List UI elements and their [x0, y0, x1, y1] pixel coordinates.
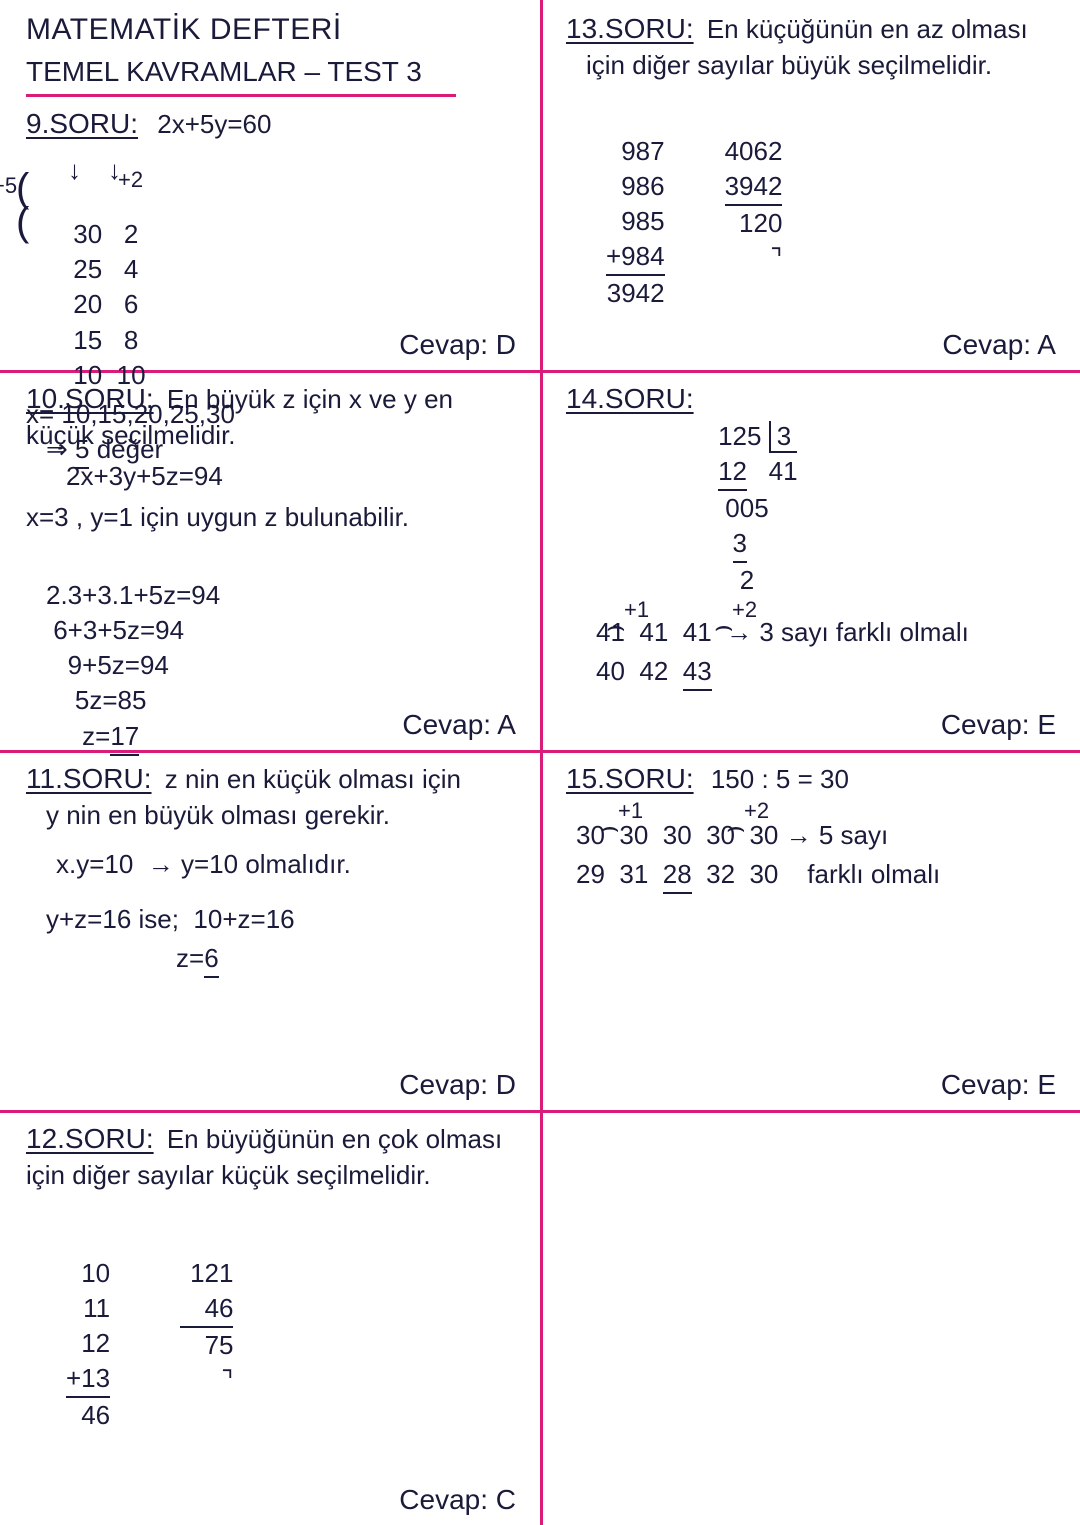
q10-cond: x=3 , y=1 için uygun z bulunabilir. — [26, 500, 522, 535]
q9-x3: 15 — [73, 325, 102, 355]
q14-row1: 41 41 41 → 3 sayı farklı olmalı — [596, 615, 1062, 650]
q12-sum1: 46 — [81, 1400, 110, 1430]
cell-q10: 10.SORU: En büyük z için x ve y en küçük… — [0, 370, 540, 750]
q10-s3: 5z=85 — [46, 685, 146, 715]
q10-eq: 2x+3y+5z=94 — [26, 459, 522, 494]
q9-y3: 8 — [124, 325, 138, 355]
title-underline — [26, 94, 456, 97]
q15-answer: Cevap: E — [941, 1066, 1056, 1104]
q11-label: 11.SORU: — [26, 763, 152, 794]
q13-line1: En küçüğünün en az olması — [707, 14, 1028, 44]
q9-label: 9.SORU: — [26, 108, 138, 139]
q13-body: 13.SORU: En küçüğünün en az olması için … — [566, 10, 1062, 311]
q14-answer: Cevap: E — [941, 706, 1056, 744]
q12-mark: ⌝ — [221, 1365, 233, 1395]
q13-col2: 4062 3942 120 ⌝ — [725, 99, 783, 312]
q13-b1: 3942 — [725, 169, 783, 206]
q14-lstep: +1 — [624, 595, 649, 625]
q11-eq1: x.y=10 → y=10 olmalıdır. — [56, 847, 522, 882]
q9-leftstep: −5 — [0, 171, 17, 201]
cell-q11: 11.SORU: z nin en küçük olması için y ni… — [0, 750, 540, 1110]
q13-line2: için diğer sayılar büyük seçilmelidir. — [586, 48, 1062, 83]
cell-q12: 12.SORU: En büyüğünün en çok olması için… — [0, 1110, 540, 1525]
q12-line2: için diğer sayılar küçük seçilmelidir. — [26, 1158, 522, 1193]
cell-empty — [540, 1110, 1080, 1525]
cell-q14: 14.SORU: 125 3 12 41 005 3 2 +1 ⌢ +2 ⌢ 4… — [540, 370, 1080, 750]
q11-line1: z nin en küçük olması için — [165, 764, 461, 794]
q9-y2: 6 — [124, 289, 138, 319]
q15-arc1-icon: ⌢ — [600, 808, 620, 849]
q9-x1: 25 — [73, 254, 102, 284]
q14-r2: 2 — [740, 565, 754, 595]
q12-answer: Cevap: C — [399, 1481, 516, 1519]
q13-a3: +984 — [606, 239, 665, 276]
q12-a0: 10 — [81, 1258, 110, 1288]
q13-b0: 4062 — [725, 136, 783, 166]
q10-s1: 6+3+5z=94 — [46, 615, 184, 645]
q12-label: 12.SORU: — [26, 1123, 154, 1154]
q14-arc2-icon: ⌢ — [714, 607, 734, 648]
q14-division: 125 3 12 41 005 3 2 — [711, 384, 798, 599]
q10-label: 10.SORU: — [26, 383, 154, 414]
q13-label: 13.SORU: — [566, 13, 694, 44]
q14-r1: 005 — [725, 493, 768, 523]
cell-q13: 13.SORU: En küçüğünün en az olması için … — [540, 0, 1080, 370]
q13-mark: ⌝ — [770, 243, 782, 273]
q14-label: 14.SORU: — [566, 383, 694, 414]
q13-col1: 987 986 985 +984 3942 — [606, 99, 665, 312]
q12-col2: 121 46 75 ⌝ — [180, 1221, 233, 1434]
q10-line2: küçük seçilmelidir. — [26, 418, 522, 453]
notebook-page: MATEMATİK DEFTERİ TEMEL KAVRAMLAR – TEST… — [0, 0, 1080, 1525]
page-title: MATEMATİK DEFTERİ — [26, 10, 522, 51]
q15-row2: 29 31 28 32 30 farklı olmalı — [576, 857, 1062, 894]
q9-x2: 20 — [73, 289, 102, 319]
cell-q15: 15.SORU: 150 : 5 = 30 +1 ⌢ +2 ⌢ 30 30 30… — [540, 750, 1080, 1110]
q13-a2: 985 — [621, 206, 664, 236]
q10-s4: z=17 — [46, 721, 139, 751]
q14-row2: 40 42 43 — [596, 654, 1062, 691]
q12-a1: 11 — [83, 1293, 110, 1323]
q14-divisor: 3 — [769, 421, 797, 453]
q13-b2: 120 — [739, 208, 782, 238]
q15-lstep: +1 — [618, 796, 643, 826]
q10-s2: 9+5z=94 — [46, 650, 169, 680]
q14-rstep: +2 — [732, 595, 757, 625]
q12-line1: En büyüğünün en çok olması — [167, 1124, 502, 1154]
q13-a1: 986 — [621, 171, 664, 201]
q9-x0: 30 — [73, 219, 102, 249]
q15-label: 15.SORU: — [566, 763, 694, 794]
q12-b2: 75 — [205, 1330, 234, 1360]
q15-eq: 150 : 5 = 30 — [711, 764, 849, 794]
q9-equation: 2x+5y=60 — [157, 109, 271, 139]
q10-s0: 2.3+3.1+5z=94 — [46, 580, 220, 610]
q13-sum1: 3942 — [607, 278, 665, 308]
q11-answer: Cevap: D — [399, 1066, 516, 1104]
page-subtitle: TEMEL KAVRAMLAR – TEST 3 — [26, 53, 522, 91]
q10-line1: En büyük z için x ve y en — [167, 384, 453, 414]
q15-row1: 30 30 30 30 30 → 5 sayı — [576, 818, 1062, 853]
q9-rightstep: +2 — [118, 165, 143, 195]
q14-s2: 3 — [733, 526, 747, 563]
q14-s1: 12 — [718, 454, 747, 491]
q11-eq3: z=6 — [46, 941, 522, 978]
q9-answer: Cevap: D — [399, 326, 516, 364]
q15-arc2-icon: ⌢ — [726, 808, 746, 849]
q14-arc1-icon: ⌢ — [606, 607, 626, 648]
q12-a3: +13 — [66, 1361, 110, 1398]
q9-y0: 2 — [124, 219, 138, 249]
q13-a0: 987 — [621, 136, 664, 166]
q12-col1: 10 11 12 +13 46 — [66, 1221, 110, 1434]
q12-b0: 121 — [190, 1258, 233, 1288]
q12-b1: 46 — [205, 1293, 234, 1323]
q14-quotient: 41 — [769, 456, 798, 486]
q14-dividend: 125 — [718, 421, 761, 451]
q15-rstep: +2 — [744, 796, 769, 826]
q10-answer: Cevap: A — [402, 706, 516, 744]
cell-q9: MATEMATİK DEFTERİ TEMEL KAVRAMLAR – TEST… — [0, 0, 540, 370]
q11-eq2: y+z=16 ise; 10+z=16 — [46, 902, 522, 937]
q9-y1: 4 — [124, 254, 138, 284]
q12-a2: 12 — [81, 1328, 110, 1358]
q11-line2: y nin en büyük olması gerekir. — [46, 798, 522, 833]
q13-answer: Cevap: A — [942, 326, 1056, 364]
